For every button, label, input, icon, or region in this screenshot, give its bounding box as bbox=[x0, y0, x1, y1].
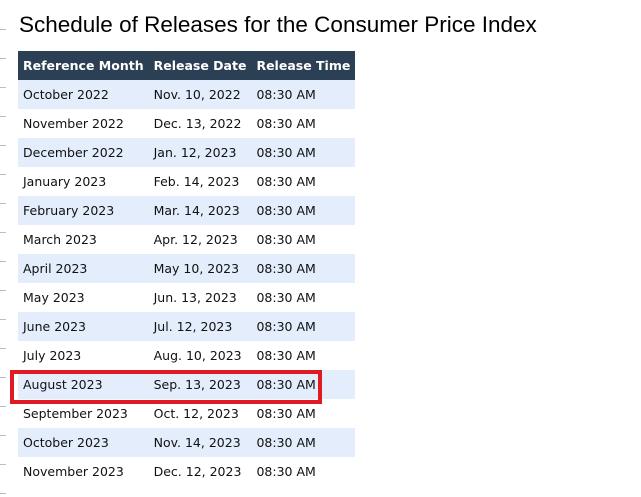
release-date-cell: Nov. 10, 2022 bbox=[148, 80, 252, 109]
table-row: July 2023 Aug. 10, 2023 08:30 AM bbox=[18, 341, 356, 370]
gutter-tick bbox=[0, 232, 6, 233]
table-row: May 2023 Jun. 13, 2023 08:30 AM bbox=[18, 283, 356, 312]
gutter-tick bbox=[0, 203, 6, 204]
release-time-cell: 08:30 AM bbox=[251, 341, 356, 370]
release-time-cell: 08:30 AM bbox=[251, 167, 356, 196]
gutter-tick bbox=[0, 116, 6, 117]
table-row: November 2023 Dec. 12, 2023 08:30 AM bbox=[18, 457, 356, 486]
release-date-cell: Jul. 12, 2023 bbox=[148, 312, 252, 341]
release-date-cell: Mar. 14, 2023 bbox=[148, 196, 252, 225]
gutter-tick bbox=[0, 406, 6, 407]
reference-month-cell: April 2023 bbox=[18, 254, 149, 283]
reference-month-cell: June 2023 bbox=[18, 312, 149, 341]
release-time-cell: 08:30 AM bbox=[251, 196, 356, 225]
release-time-cell: 08:30 AM bbox=[251, 138, 356, 167]
reference-month-cell: February 2023 bbox=[18, 196, 149, 225]
release-date-cell: Dec. 13, 2022 bbox=[148, 109, 252, 138]
table-header-row: Reference Month Release Date Release Tim… bbox=[18, 51, 356, 80]
release-time-cell: 08:30 AM bbox=[251, 457, 356, 486]
left-gutter-ticks bbox=[0, 0, 6, 497]
release-date-cell: Jan. 12, 2023 bbox=[148, 138, 252, 167]
table-row: December 2022 Jan. 12, 2023 08:30 AM bbox=[18, 138, 356, 167]
gutter-tick bbox=[0, 145, 6, 146]
gutter-tick bbox=[0, 58, 6, 59]
release-date-cell: Feb. 14, 2023 bbox=[148, 167, 252, 196]
table-body: October 2022 Nov. 10, 2022 08:30 AM Novembe… bbox=[18, 80, 356, 486]
release-time-cell: 08:30 AM bbox=[251, 109, 356, 138]
reference-month-cell: July 2023 bbox=[18, 341, 149, 370]
table-row: October 2023 Nov. 14, 2023 08:30 AM bbox=[18, 428, 356, 457]
table-header: Reference Month Release Date Release Tim… bbox=[18, 51, 356, 80]
gutter-tick bbox=[0, 435, 6, 436]
gutter-tick bbox=[0, 290, 6, 291]
reference-month-cell: August 2023 bbox=[18, 370, 149, 399]
reference-month-cell: October 2023 bbox=[18, 428, 149, 457]
gutter-tick bbox=[0, 377, 6, 378]
reference-month-cell: January 2023 bbox=[18, 167, 149, 196]
cpi-release-schedule-table: Reference Month Release Date Release Tim… bbox=[18, 51, 356, 486]
release-date-cell: Oct. 12, 2023 bbox=[148, 399, 252, 428]
reference-month-cell: November 2022 bbox=[18, 109, 149, 138]
table-row: March 2023 Apr. 12, 2023 08:30 AM bbox=[18, 225, 356, 254]
gutter-tick bbox=[0, 87, 6, 88]
table-row: January 2023 Feb. 14, 2023 08:30 AM bbox=[18, 167, 356, 196]
reference-month-cell: March 2023 bbox=[18, 225, 149, 254]
release-date-cell: Jun. 13, 2023 bbox=[148, 283, 252, 312]
table-row: February 2023 Mar. 14, 2023 08:30 AM bbox=[18, 196, 356, 225]
release-time-cell: 08:30 AM bbox=[251, 399, 356, 428]
reference-month-cell: December 2022 bbox=[18, 138, 149, 167]
reference-month-cell: November 2023 bbox=[18, 457, 149, 486]
gutter-tick bbox=[0, 348, 6, 349]
table-row: October 2022 Nov. 10, 2022 08:30 AM bbox=[18, 80, 356, 109]
page-title: Schedule of Releases for the Consumer Pr… bbox=[19, 12, 537, 37]
release-date-cell: Apr. 12, 2023 bbox=[148, 225, 252, 254]
release-time-cell: 08:30 AM bbox=[251, 428, 356, 457]
reference-month-cell: September 2023 bbox=[18, 399, 149, 428]
release-time-cell: 08:30 AM bbox=[251, 225, 356, 254]
release-time-cell: 08:30 AM bbox=[251, 370, 356, 399]
release-date-cell: May 10, 2023 bbox=[148, 254, 252, 283]
table-row: September 2023 Oct. 12, 2023 08:30 AM bbox=[18, 399, 356, 428]
gutter-tick bbox=[0, 464, 6, 465]
release-date-cell: Aug. 10, 2023 bbox=[148, 341, 252, 370]
reference-month-cell: October 2022 bbox=[18, 80, 149, 109]
release-date-cell: Sep. 13, 2023 bbox=[148, 370, 252, 399]
release-date-cell: Nov. 14, 2023 bbox=[148, 428, 252, 457]
release-time-cell: 08:30 AM bbox=[251, 312, 356, 341]
gutter-tick bbox=[0, 261, 6, 262]
release-date-cell: Dec. 12, 2023 bbox=[148, 457, 252, 486]
release-time-cell: 08:30 AM bbox=[251, 254, 356, 283]
gutter-tick bbox=[0, 319, 6, 320]
release-time-cell: 08:30 AM bbox=[251, 283, 356, 312]
header-release-time: Release Time bbox=[251, 51, 356, 80]
table-row: April 2023 May 10, 2023 08:30 AM bbox=[18, 254, 356, 283]
gutter-tick bbox=[0, 29, 6, 30]
header-reference-month: Reference Month bbox=[18, 51, 149, 80]
reference-month-cell: May 2023 bbox=[18, 283, 149, 312]
table-row: June 2023 Jul. 12, 2023 08:30 AM bbox=[18, 312, 356, 341]
gutter-tick bbox=[0, 174, 6, 175]
gutter-tick bbox=[0, 493, 6, 494]
header-release-date: Release Date bbox=[148, 51, 252, 80]
table-row: November 2022 Dec. 13, 2022 08:30 AM bbox=[18, 109, 356, 138]
table-row: August 2023 Sep. 13, 2023 08:30 AM bbox=[18, 370, 356, 399]
release-time-cell: 08:30 AM bbox=[251, 80, 356, 109]
